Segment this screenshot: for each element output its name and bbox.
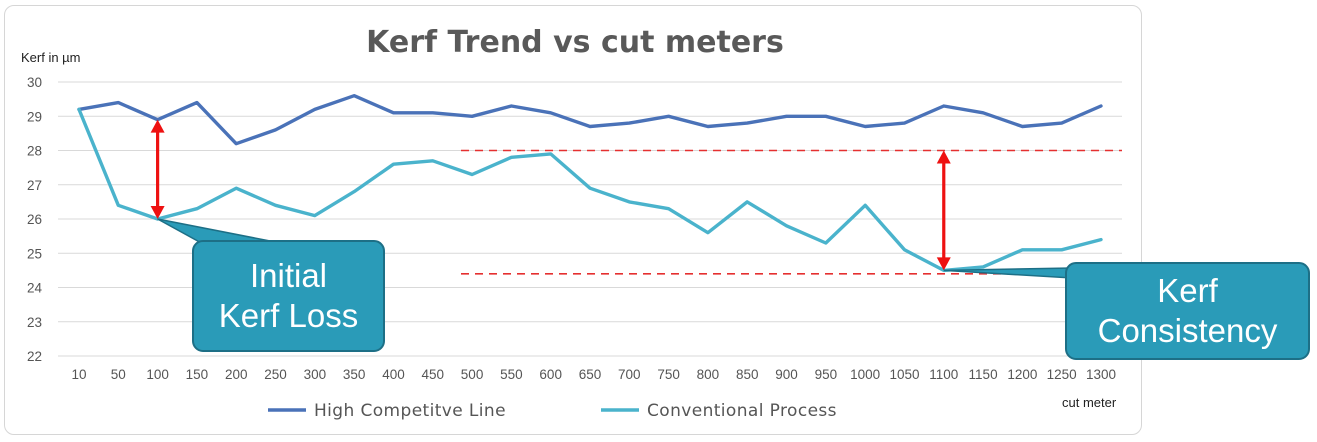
x-tick-label-500: 500 (461, 367, 484, 382)
x-tick-label-1050: 1050 (889, 367, 919, 382)
x-tick-label-1300: 1300 (1086, 367, 1116, 382)
x-tick-label-1000: 1000 (850, 367, 880, 382)
y-tick-label-27: 27 (27, 178, 42, 193)
y-axis-label: Kerf in µm (21, 50, 81, 65)
x-tick-label-650: 650 (579, 367, 602, 382)
x-tick-label-200: 200 (225, 367, 248, 382)
callout-text-line: Initial (250, 257, 327, 294)
legend: High Competitve Line Conventional Process (268, 401, 837, 421)
y-tick-label-23: 23 (27, 315, 42, 330)
chart-title: Kerf Trend vs cut meters (366, 25, 784, 60)
y-tick-label-26: 26 (27, 212, 42, 227)
callout-pointer (943, 267, 1073, 279)
x-tick-label-400: 400 (382, 367, 405, 382)
x-tick-label-700: 700 (618, 367, 641, 382)
x-axis-label: cut meter (1062, 395, 1117, 410)
series-line-1 (77, 93, 1103, 146)
x-tick-label-800: 800 (697, 367, 720, 382)
x-tick-label-100: 100 (146, 367, 169, 382)
arrow-head-up (150, 119, 165, 133)
series-line-2 (77, 107, 1103, 273)
annotation-arrows (150, 119, 951, 271)
x-tick-label-1100: 1100 (929, 367, 958, 382)
x-tick-label-350: 350 (343, 367, 366, 382)
x-tick-label-450: 450 (422, 367, 445, 382)
x-tick-label-150: 150 (186, 367, 209, 382)
x-tick-label-1200: 1200 (1007, 367, 1037, 382)
arrow-head-up (936, 150, 951, 164)
x-tick-label-750: 750 (657, 367, 680, 382)
arrow-head-down (936, 257, 951, 271)
chart-card (4, 5, 1142, 435)
x-tick-label-900: 900 (775, 367, 798, 382)
legend-label-2: Conventional Process (647, 401, 837, 421)
arrow-head-down (150, 206, 165, 219)
x-tick-label-50: 50 (111, 367, 126, 382)
x-tick-label-300: 300 (304, 367, 327, 382)
y-tick-label-24: 24 (27, 281, 43, 296)
y-tick-label-22: 22 (27, 349, 42, 364)
callout-text-line: Kerf (1157, 272, 1218, 309)
x-tick-label-550: 550 (500, 367, 523, 382)
y-tick-label-30: 30 (27, 75, 42, 90)
y-tick-labels: 22 23 24 25 26 27 28 29 30 (27, 75, 43, 364)
y-tick-label-29: 29 (27, 109, 42, 124)
x-tick-label-600: 600 (539, 367, 562, 382)
callout-box (192, 240, 385, 352)
x-tick-label-950: 950 (815, 367, 838, 382)
x-tick-label-1250: 1250 (1047, 367, 1077, 382)
callout-text-line: Consistency (1098, 312, 1278, 349)
y-tick-label-25: 25 (27, 246, 42, 261)
callout-box (1065, 262, 1310, 360)
reference-lines (461, 149, 1122, 275)
x-tick-label-1150: 1150 (969, 367, 998, 382)
y-tick-label-28: 28 (27, 144, 42, 159)
x-tick-labels: 10 50 100 150 200 250 300 350 400 450 500 550 600 650… (71, 367, 1116, 382)
arrow-1 (150, 119, 165, 219)
x-tick-label-850: 850 (736, 367, 759, 382)
x-tick-label-250: 250 (264, 367, 287, 382)
series-lines (77, 93, 1103, 273)
arrow-2 (936, 150, 951, 271)
legend-label-1: High Competitve Line (314, 401, 506, 421)
callout-text-line: Kerf Loss (219, 297, 358, 334)
x-tick-label-10: 10 (71, 367, 86, 382)
